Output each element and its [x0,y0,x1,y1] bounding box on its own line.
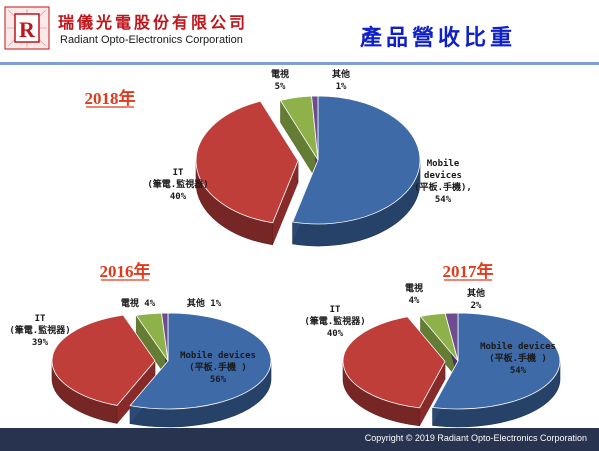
slice-label-line: 54% [435,195,452,205]
slice-label-line: 5% [275,82,286,92]
slice-label-line: 其他 1% [187,297,222,309]
pie-slice-other [161,312,169,362]
slice-label-line: (平板.手機 ) [489,352,547,364]
page-title: 產品營收比重 [360,25,517,51]
company-name-cn: 瑞儀光電股份有限公司 [58,13,249,32]
pie-slice-it [342,316,446,409]
slice-label-it: IT (筆電.監視器) 40% [147,168,208,202]
slice-label-line: 其他 [467,287,485,299]
slice-label-line: (筆電.監視器) [304,315,365,327]
slice-label-line: 1% [336,82,347,92]
slice-label-line: 電視 [271,68,289,80]
slice-label-line: 56% [210,375,227,385]
slice-label-line: devices [424,170,462,181]
slice-label-other: 其他 1% [187,297,222,309]
slice-label-mobile: Mobile devices (平板.手機 ) 56% [180,350,256,385]
company-name-en: Radiant Opto-Electronics Corporation [60,34,243,46]
header-divider [0,62,599,65]
company-logo-icon: R [4,6,50,50]
chart-year-title: 2017年 [443,261,494,281]
pie-slice-mobile [129,312,272,410]
slice-label-line: 電視 [405,282,423,294]
chart-year-title: 2016年 [100,261,151,281]
svg-text:R: R [19,17,36,42]
pie-slice-mobile [432,312,561,410]
pie-chart-1: Mobile devices (平板.手機 ) 56% IT (筆電.監視器) 39% 電視… [9,261,272,428]
slice-label-line: (平板.手機 ) [189,361,247,373]
copyright-text: Copyright © 2019 Radiant Opto-Electronic… [364,433,587,443]
pie-slice-it [51,314,156,406]
slice-label-other: 其他 2% [467,287,485,311]
slice-label-line: (筆電.監視器) [147,178,208,190]
header: R 瑞儀光電股份有限公司 Radiant Opto-Electronics Co… [0,0,599,65]
slice-label-mobile: Mobile devices (平板.手機 ) 54% [480,341,556,376]
slice-label-line: Mobile [427,158,460,169]
slice-label-line: 54% [510,366,527,376]
slice-label-line: 其他 [332,68,350,80]
slice-label-line: 4% [409,296,420,306]
chart-year-title: 2018年 [85,88,136,108]
pie-chart-2: Mobile devices (平板.手機 ) 54% IT (筆電.監視器) 40% 電視… [304,261,561,428]
slice-label-line: Mobile devices [480,341,556,352]
pie-slice-other [311,95,319,161]
slice-label-it: IT (筆電.監視器) 39% [9,314,70,348]
slice-label-line: (筆電.監視器) [9,324,70,336]
slice-label-line: 40% [327,329,344,339]
slice-label-line: IT [173,168,184,178]
slice-label-line: 電視 4% [121,297,156,309]
slice-label-line: 40% [170,192,187,202]
slice-label-line: IT [35,314,46,324]
slice-label-tv: 電視 5% [271,68,289,92]
footer-bar: Copyright © 2019 Radiant Opto-Electronic… [0,428,599,451]
slice-label-tv: 電視 4% [405,282,423,306]
pie-slice-it [195,100,299,224]
slice-label-other: 其他 1% [332,68,350,92]
slice-label-line: IT [330,305,341,315]
slice-label-line: 39% [32,338,49,348]
slice-label-mobile: Mobile devices (平板.手機), 54% [414,158,472,205]
pie-chart-0: Mobile devices (平板.手機), 54% IT (筆電.監視器) 40% 電視 5… [85,68,472,247]
slice-label-it: IT (筆電.監視器) 40% [304,305,365,339]
pie-slice-mobile [292,95,421,225]
pie-slice-other [444,312,459,362]
slice-label-line: (平板.手機), [414,181,472,193]
slice-label-line: Mobile devices [180,350,256,361]
slice-label-tv: 電視 4% [121,297,156,309]
slice-label-line: 2% [471,301,482,311]
